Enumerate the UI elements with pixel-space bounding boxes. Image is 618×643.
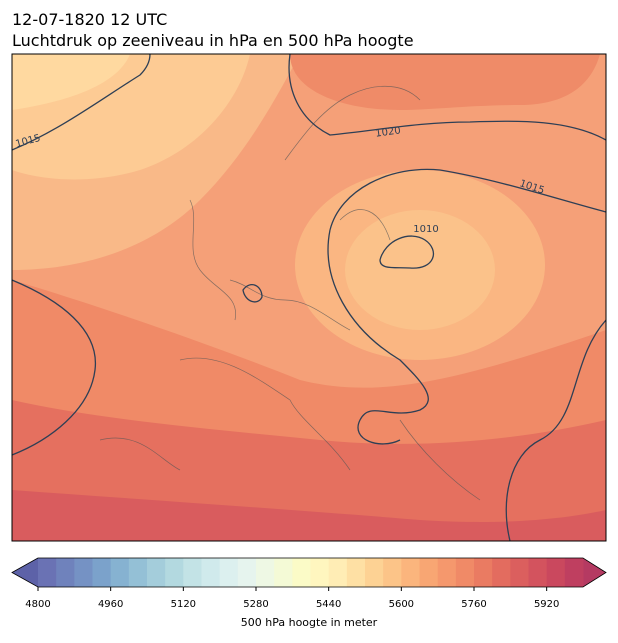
- colorbar-band: [292, 558, 311, 587]
- map-frame: [11, 53, 607, 542]
- colorbar-band: [237, 558, 257, 587]
- colorbar-band: [219, 558, 239, 587]
- colorbar-under: [12, 558, 38, 587]
- colorbar-band: [92, 558, 112, 587]
- colorbar-band: [128, 558, 148, 587]
- colorbar-band: [546, 558, 566, 587]
- colorbar-tick-label: 5280: [243, 599, 268, 610]
- colorbar-band: [110, 558, 130, 587]
- colorbar-outline: [11, 557, 607, 588]
- colorbar-band: [256, 558, 275, 587]
- colorbar-tick-label: 5920: [534, 599, 559, 610]
- colorbar-band: [528, 558, 548, 587]
- colorbar-band: [401, 558, 420, 587]
- colorbar-tick-label: 4800: [25, 599, 50, 610]
- colorbar-band: [56, 558, 75, 587]
- colorbar-tick-label: 5120: [171, 599, 196, 610]
- colorbar-band: [564, 558, 584, 587]
- colorbar-band: [492, 558, 511, 587]
- colorbar-tick-label: 5440: [316, 599, 341, 610]
- colorbar-band: [474, 558, 493, 587]
- colorbar-band: [346, 558, 366, 587]
- colorbar-band: [274, 558, 293, 587]
- colorbar-band: [419, 558, 439, 587]
- subtitle: Luchtdruk op zeeniveau in hPa en 500 hPa…: [12, 31, 414, 50]
- colorbar-band: [38, 558, 57, 587]
- colorbar-band: [74, 558, 93, 587]
- isobar-label: 1010: [413, 224, 438, 235]
- colorbar-band: [383, 558, 402, 587]
- colorbar-tick-label: 5760: [461, 599, 486, 610]
- colorbar-label: 500 hPa hoogte in meter: [241, 616, 378, 629]
- map: 1015 1020 1015 1010: [12, 54, 606, 541]
- colorbar-band: [510, 558, 529, 587]
- colorbar-band: [437, 558, 457, 587]
- colorbar-band: [455, 558, 475, 587]
- colorbar-band: [310, 558, 330, 587]
- colorbar-over: [583, 558, 606, 587]
- colorbar-tick-label: 5600: [389, 599, 414, 610]
- colorbar-band: [147, 558, 166, 587]
- colorbar-band: [365, 558, 384, 587]
- colorbar-band: [328, 558, 348, 587]
- isobar-label: 1020: [375, 125, 402, 139]
- title: 12-07-1820 12 UTC: [12, 10, 167, 29]
- colorbar-tick-label: 4960: [98, 599, 123, 610]
- colorbar-band: [183, 558, 202, 587]
- colorbar-band: [201, 558, 221, 587]
- colorbar-band: [165, 558, 184, 587]
